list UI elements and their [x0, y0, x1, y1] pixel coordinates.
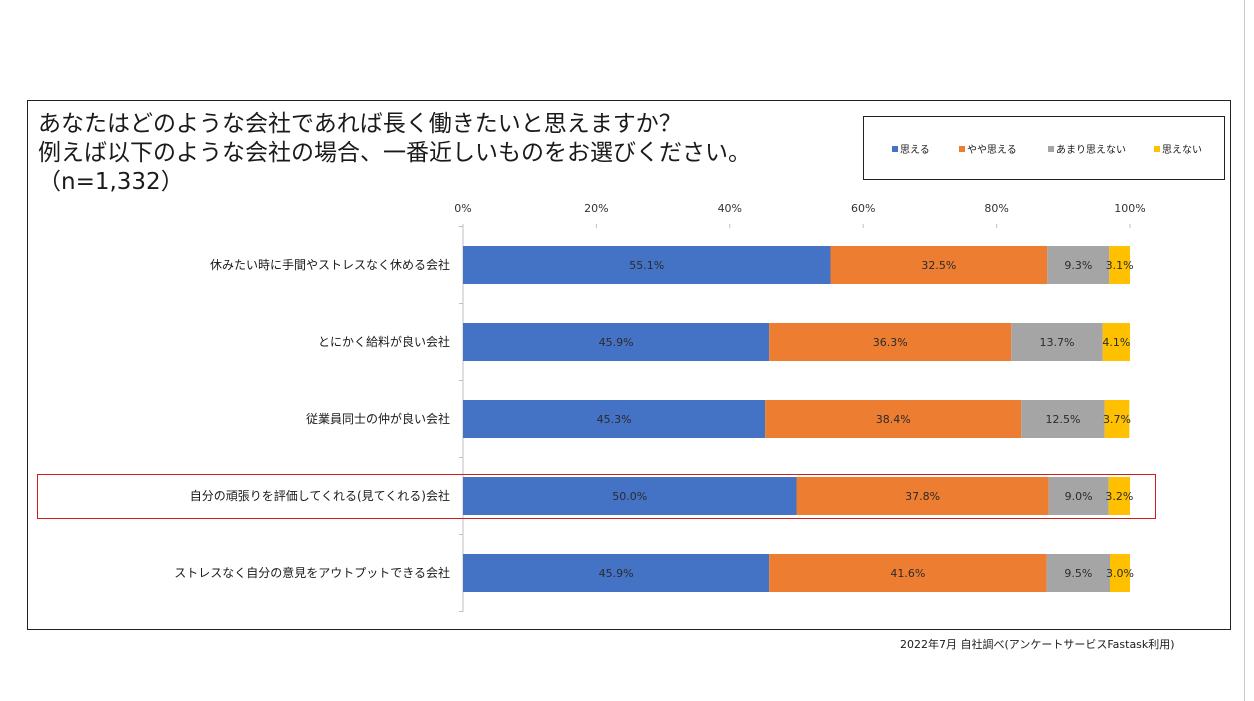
x-tick-label: 0%	[454, 202, 471, 215]
x-tick-label: 40%	[718, 202, 742, 215]
bar-segment	[463, 554, 770, 592]
category-label: 休みたい時に手間やストレスなく休める会社	[210, 257, 450, 272]
category-label: 従業員同士の仲が良い会社	[306, 411, 450, 426]
source-note: 2022年7月 自社調べ(アンケートサービスFastask利用)	[900, 638, 1175, 651]
bar-segment	[1104, 400, 1130, 438]
data-label: 41.6%	[890, 567, 925, 580]
legend-item-2: やや思える	[959, 141, 1017, 156]
bar-segment	[463, 400, 766, 438]
category-label: とにかく給料が良い会社	[318, 334, 450, 349]
data-label: 9.5%	[1064, 567, 1092, 580]
data-label: 13.7%	[1039, 336, 1074, 349]
legend-label-3: あまり思えない	[1056, 145, 1126, 156]
bar-segment	[830, 246, 1048, 284]
x-tick-label: 100%	[1114, 202, 1145, 215]
title-line-1: あなたはどのような会社であれば長く働きたいと思えますか？	[38, 111, 682, 137]
title-line-3: （n=1,332）	[38, 169, 184, 195]
data-label: 9.3%	[1064, 259, 1092, 272]
title-line-2: 例えば以下のような会社の場合、一番近しいものをお選びください。	[38, 140, 751, 166]
bar-segment	[796, 477, 1049, 515]
bar-segment	[769, 323, 1012, 361]
data-label: 4.1%	[1102, 336, 1130, 349]
x-tick-label: 60%	[851, 202, 875, 215]
x-tick-label: 80%	[984, 202, 1008, 215]
data-label: 36.3%	[873, 336, 908, 349]
bar-segment	[1021, 400, 1105, 438]
data-label: 12.5%	[1045, 413, 1080, 426]
legend-label-2: やや思える	[967, 145, 1017, 156]
slide-edge	[1244, 0, 1254, 701]
data-label: 3.7%	[1103, 413, 1131, 426]
bar-segment	[463, 477, 797, 515]
data-label: 3.1%	[1106, 259, 1134, 272]
data-label: 45.3%	[597, 413, 632, 426]
category-label: 自分の頑張りを評価してくれる(見てくれる)会社	[190, 488, 450, 503]
legend-swatch-4	[1154, 145, 1160, 152]
data-label: 37.8%	[905, 490, 940, 503]
bar-segment	[1108, 477, 1130, 515]
data-label: 38.4%	[876, 413, 911, 426]
bar-segment	[1011, 323, 1103, 361]
data-label: 9.0%	[1065, 490, 1093, 503]
data-label: 3.2%	[1105, 490, 1133, 503]
bar-segment	[1048, 477, 1109, 515]
bar-segment	[769, 554, 1047, 592]
legend-item-4: 思えない	[1154, 141, 1202, 156]
bar-segment	[463, 246, 831, 284]
legend-item-1: 思える	[892, 141, 930, 156]
bar-segment	[1046, 554, 1110, 592]
category-label: ストレスなく自分の意見をアウトプットできる会社	[174, 565, 450, 580]
legend-swatch-2	[959, 145, 965, 152]
bar-segment	[1109, 554, 1130, 592]
bar-segment	[1109, 246, 1130, 284]
data-label: 55.1%	[629, 259, 664, 272]
data-label: 50.0%	[612, 490, 647, 503]
bar-segment	[1102, 323, 1130, 361]
legend-label-1: 思える	[900, 145, 930, 156]
bar-segment	[765, 400, 1022, 438]
data-label: 45.9%	[599, 567, 634, 580]
highlight-box	[37, 474, 1156, 519]
legend-item-3: あまり思えない	[1048, 141, 1126, 156]
legend-label-4: 思えない	[1162, 145, 1202, 156]
chart-legend: 思える やや思える あまり思えない 思えない	[863, 116, 1225, 180]
data-label: 45.9%	[599, 336, 634, 349]
bar-segment	[463, 323, 770, 361]
legend-swatch-3	[1048, 145, 1054, 152]
chart-frame	[27, 100, 1231, 630]
chart-title: あなたはどのような会社であれば長く働きたいと思えますか？ 例えば以下のような会社…	[38, 110, 751, 197]
bar-segment	[1047, 246, 1110, 284]
legend-swatch-1	[892, 145, 898, 152]
data-label: 32.5%	[921, 259, 956, 272]
data-label: 3.0%	[1106, 567, 1134, 580]
x-tick-label: 20%	[584, 202, 608, 215]
